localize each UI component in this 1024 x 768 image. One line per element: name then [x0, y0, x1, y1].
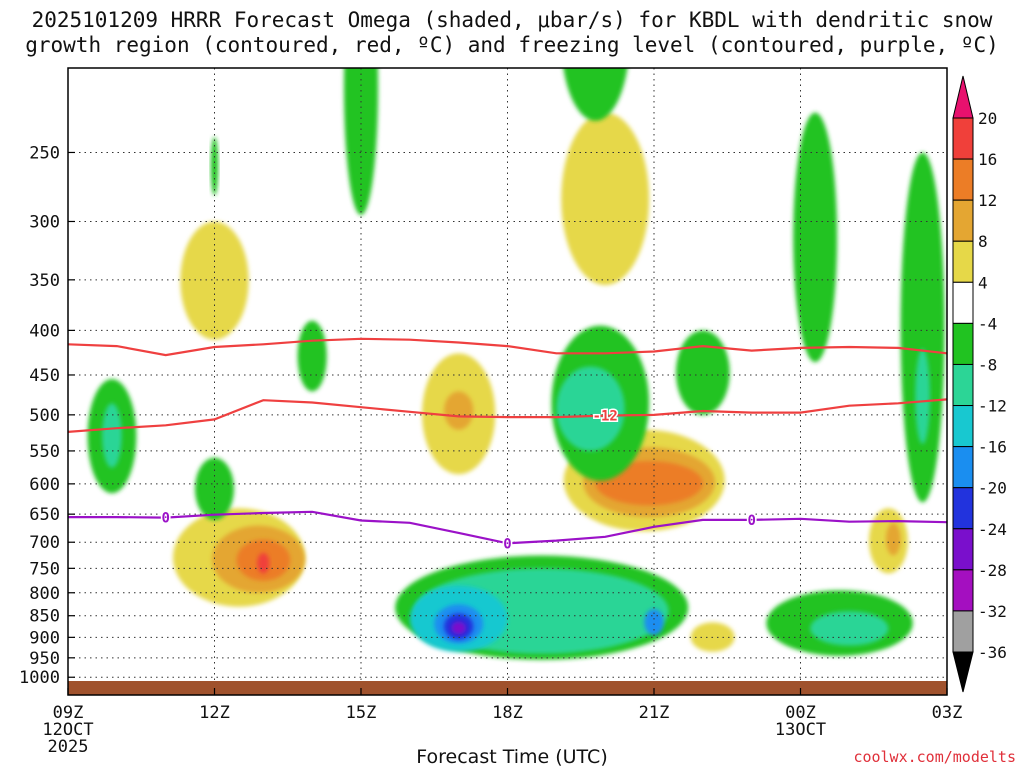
omega-region [581, 0, 610, 38]
y-tick-label: 300 [29, 212, 60, 232]
x-axis-label: Forecast Time (UTC) [416, 746, 608, 768]
omega-region [810, 611, 889, 646]
colorbar-label: -36 [978, 643, 1007, 662]
credit-text: coolwx.com/modelts [853, 748, 1016, 766]
colorbar-swatch [952, 487, 974, 530]
colorbar-swatch [952, 569, 974, 612]
y-tick-label: 250 [29, 143, 60, 163]
y-axis: 2503003504004505005506006507007508008509… [19, 143, 75, 688]
dendritic-contour [68, 337, 947, 357]
omega-region [675, 330, 730, 415]
omega-region [180, 221, 249, 340]
omega-shading [87, 0, 945, 660]
colorbar-label: -4 [978, 314, 997, 333]
colorbar-label: 12 [978, 191, 997, 210]
freezing-level-contour-label: 0 [161, 511, 169, 527]
colorbar-swatch [952, 199, 974, 242]
x-tick-label: 2025 [48, 737, 89, 757]
omega-region [451, 621, 466, 635]
grid [68, 68, 947, 681]
colorbar-label: -20 [978, 479, 1007, 498]
omega-region [102, 403, 122, 468]
colorbar-swatch [952, 281, 974, 324]
omega-region [194, 457, 235, 520]
omega-region [915, 348, 930, 444]
x-tick-label: 18Z [492, 703, 523, 723]
y-tick-label: 500 [29, 406, 60, 426]
y-tick-label: 350 [29, 271, 60, 291]
omega-region [900, 152, 945, 503]
dendritic-contour-label: -12 [593, 409, 618, 425]
y-tick-label: 800 [29, 584, 60, 604]
omega-region [257, 552, 270, 574]
omega-region [561, 112, 650, 286]
x-tick-label: 00Z [785, 703, 816, 723]
colorbar-swatch [952, 610, 974, 653]
colorbar: 20 16 12 8 4 -4 -8 -12 -16 -20 -24 -28 -32 -36 [952, 75, 1007, 693]
x-tick-label: 09Z [53, 703, 84, 723]
x-tick-label: 15Z [346, 703, 377, 723]
y-tick-label: 750 [29, 559, 60, 579]
omega-region [563, 68, 628, 121]
y-tick-label: 650 [29, 505, 60, 525]
y-tick-label: 850 [29, 607, 60, 627]
x-tick-label: 13OCT [775, 720, 826, 740]
colorbar-label: 8 [978, 232, 988, 251]
omega-region [556, 366, 625, 451]
colorbar-swatch [952, 158, 974, 201]
y-tick-label: 550 [29, 442, 60, 462]
colorbar-swatch [952, 240, 974, 283]
y-tick-label: 400 [29, 321, 60, 341]
omega-region [210, 137, 219, 196]
y-tick-label: 700 [29, 533, 60, 553]
y-tick-label: 600 [29, 475, 60, 495]
colorbar-swatch [952, 117, 974, 160]
x-tick-label: 12Z [199, 703, 230, 723]
title-line-1: 2025101209 HRRR Forecast Omega (shaded, … [31, 8, 993, 32]
colorbar-label: -8 [978, 355, 997, 374]
colorbar-label: 4 [978, 273, 988, 292]
omega-region [885, 522, 901, 556]
freezing-level-contour-label: 0 [747, 513, 755, 529]
x-tick-label: 03Z [932, 703, 963, 723]
x-tick-label: 21Z [639, 703, 670, 723]
colorbar-label: -28 [978, 561, 1007, 580]
colorbar-swatch [952, 322, 974, 365]
y-tick-label: 950 [29, 649, 60, 669]
colorbar-top-arrow [952, 75, 974, 119]
omega-region [793, 112, 838, 363]
colorbar-label: 16 [978, 150, 997, 169]
chart-title: 2025101209 HRRR Forecast Omega (shaded, … [0, 8, 1024, 58]
colorbar-label: -12 [978, 397, 1007, 416]
freezing-level-contour [68, 510, 947, 545]
x-tick-label: 12OCT [42, 720, 93, 740]
title-line-2: growth region (contoured, red, ºC) and f… [25, 33, 999, 57]
colorbar-label: 20 [978, 109, 997, 128]
freezing-level-contour-label: 0 [503, 536, 511, 552]
colorbar-swatch [952, 528, 974, 571]
y-tick-label: 900 [29, 628, 60, 648]
y-tick-label: 1000 [19, 668, 60, 688]
omega-region [644, 608, 664, 636]
colorbar-bottom-arrow [952, 651, 974, 693]
contours: -12 0 0 0 [68, 337, 947, 554]
colorbar-swatch [952, 363, 974, 407]
omega-region [444, 391, 474, 430]
colorbar-swatch [952, 405, 974, 448]
colorbar-label: -16 [978, 438, 1007, 457]
colorbar-label: -24 [978, 520, 1007, 539]
colorbar-swatch [952, 446, 974, 489]
dendritic-contour [68, 398, 947, 433]
y-tick-label: 450 [29, 366, 60, 386]
omega-region [343, 68, 379, 216]
omega-region [297, 320, 327, 392]
colorbar-label: -32 [978, 602, 1007, 621]
